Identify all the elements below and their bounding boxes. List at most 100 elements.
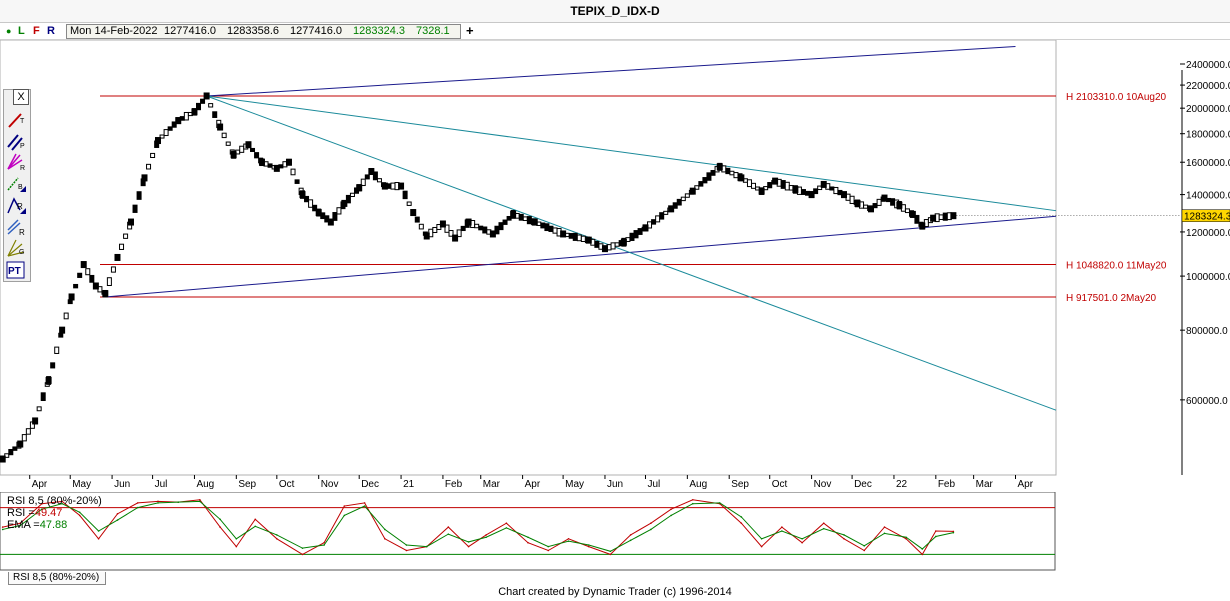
price-bar [106,277,112,286]
price-point [230,151,237,159]
price-bar [710,170,716,176]
rsi-point [78,511,81,514]
trendline-falling-resistance [206,95,1057,212]
rsi-point [97,530,100,532]
rsi-point [760,538,763,540]
rsi-point [883,526,886,528]
price-bar [904,208,910,214]
close-toolbar-button[interactable]: X [13,89,29,105]
toggle-f-button[interactable]: F [33,25,40,37]
price-bar [36,406,42,412]
price-bar [390,182,396,190]
trendline-tool-icon[interactable]: T [6,110,26,130]
rsi-point [136,506,139,509]
rsi-point [157,502,159,504]
price-bar [85,268,91,276]
date-tick-label: Jul [647,479,660,490]
rsi-point [485,534,487,536]
price-bar [552,227,558,234]
price-bar [267,163,273,168]
price-point [585,236,592,244]
pitchfork-tool-icon[interactable]: R [6,152,26,172]
price-bar [680,196,686,202]
rsi-point [691,502,694,505]
rsi-point [425,545,428,548]
price-bar [406,201,412,206]
rsi-tab[interactable]: RSI 8,5 (80%-20%) [8,572,106,585]
trendline-steep-fan-line [206,95,1057,411]
rsi-point [863,545,866,547]
rsi-point [905,538,907,540]
rsi-point [199,499,201,501]
price-bar [349,192,355,197]
rsi-point [935,535,937,538]
rsi-point [801,541,803,544]
rsi-point [629,534,632,536]
footer-credit: Chart created by Dynamic Trader (c) 1996… [498,586,732,598]
rsi-point [447,533,450,535]
price-bar [250,147,256,152]
rsi-point [822,527,825,530]
price-bar [733,172,739,179]
price-bar [402,190,408,200]
price-chart[interactable]: 2400000.0 2200000.0 2000000.0 1800000.0 1600… [0,40,1230,490]
price-point [327,218,334,226]
date-tick-label: Nov [321,479,339,490]
price-bar [136,191,142,200]
rsi-point [467,541,470,543]
gann-fan-tool-icon[interactable]: G [6,238,26,258]
price-bar [25,428,31,435]
price-point [315,209,322,217]
date-tick-label: Jul [155,479,168,490]
price-tick-label: 1000000.0 [1186,272,1230,283]
price-bar [594,240,600,248]
price-bar [159,134,165,139]
toggle-l-button[interactable]: L [18,25,25,37]
price-bar [863,204,869,209]
toggle-r-button[interactable]: R [47,25,55,37]
price-bar [163,129,169,137]
price-point [452,234,459,242]
price-bar [751,182,757,189]
projection-tool-icon[interactable]: R [6,218,26,238]
readout-change: 7328.1 [416,25,450,37]
rsi-point [405,544,408,546]
date-tick-label: Oct [772,479,788,490]
price-bar [150,152,156,159]
rsi-point [235,545,238,548]
pt-tool-icon[interactable]: PT [6,260,26,280]
price-tick-label: 600000.0 [1186,396,1228,407]
price-bar [659,212,665,220]
price-point [68,293,75,301]
rsi-value-label: RSI = [7,507,35,519]
rsi-point [935,530,937,532]
rsi-point [1,528,4,531]
price-bar [448,230,454,237]
date-tick-label: Mar [976,479,994,490]
rsi-point [740,516,743,518]
rsi-point [629,539,632,542]
level-label: H 1048820.0 11May20 [1066,261,1167,272]
date-tick-label: 21 [403,479,415,490]
box-tool-icon[interactable]: B [6,174,26,194]
rsi-chart[interactable] [0,492,1230,572]
rsi-point [116,513,119,515]
date-tick-label: Nov [814,479,832,490]
rsi-point [505,527,508,529]
parallel-lines-tool-icon[interactable]: P [6,132,26,152]
retracement-tool-icon[interactable]: R [6,196,26,216]
price-bar [58,332,64,338]
price-point [668,205,675,213]
add-symbol-button[interactable]: + [466,23,474,38]
rsi-point [276,538,278,540]
price-bar [637,228,643,235]
rsi-point [567,540,570,542]
status-dot-icon: ● [6,26,12,36]
rsi-point [219,526,221,528]
price-bar [572,232,578,241]
price-tick-label: 2400000.0 [1186,60,1230,71]
rsi-point [19,522,22,524]
info-bar: ● L F R Mon 14-Feb-2022 1277416.0 128335… [0,23,1230,40]
rsi-point [527,541,529,544]
price-point [59,326,66,334]
